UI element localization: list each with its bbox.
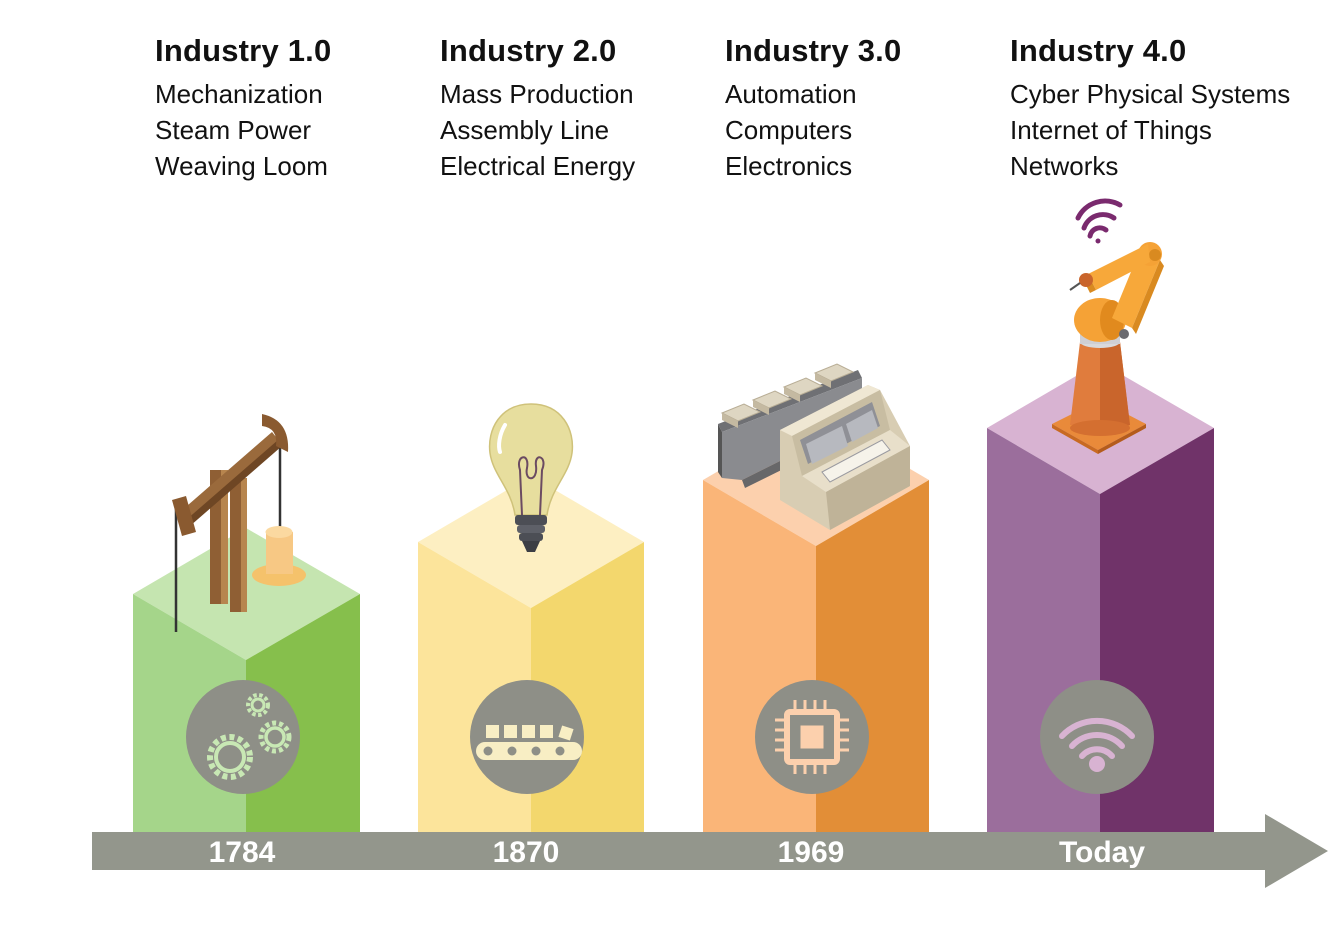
- year-label-3: 1969: [778, 836, 845, 869]
- chip-icon: [775, 700, 849, 774]
- wifi-icon: [1059, 717, 1135, 772]
- stage-title: Industry 3.0: [725, 33, 902, 68]
- badge-3: [755, 680, 869, 794]
- conveyor-belt-icon: [476, 725, 582, 760]
- stage-title: Industry 4.0: [1010, 33, 1187, 68]
- stage-line: Mechanization: [155, 79, 323, 109]
- stage-1-text: Industry 1.0 Mechanization Steam Power W…: [155, 30, 455, 184]
- stage-3-text: Industry 3.0 Automation Computers Electr…: [725, 30, 1025, 184]
- stage-line: Steam Power: [155, 115, 312, 145]
- wifi-signal-icon: [1075, 198, 1123, 244]
- stage-line: Weaving Loom: [155, 151, 328, 181]
- gears-icon: [207, 693, 292, 780]
- timeline-arrow-shape: [92, 814, 1328, 888]
- computer-console-icon: [718, 363, 910, 530]
- stage-line: Electronics: [725, 151, 853, 181]
- year-label-4: Today: [1059, 836, 1145, 869]
- badge-1: [186, 680, 300, 794]
- stage-line: Assembly Line: [440, 115, 610, 145]
- stage-line: Automation: [725, 79, 857, 109]
- badge-4: [1040, 680, 1154, 794]
- stage-title: Industry 1.0: [155, 33, 332, 68]
- stage-line: Mass Production: [440, 79, 634, 109]
- stage-line: Electrical Energy: [440, 151, 636, 181]
- stage-line: Networks: [1010, 151, 1119, 181]
- year-label-1: 1784: [209, 836, 276, 869]
- pump-jack-icon: [172, 414, 306, 632]
- timeline-arrow: 1784 1870 1969 Today: [92, 814, 1328, 888]
- stage-2-text: Industry 2.0 Mass Production Assembly Li…: [440, 30, 740, 184]
- year-label-2: 1870: [493, 836, 560, 869]
- stage-line: Internet of Things: [1010, 115, 1212, 145]
- badge-2: [470, 680, 584, 794]
- stage-title: Industry 2.0: [440, 33, 617, 68]
- robot-arm-icon: [1052, 242, 1164, 454]
- light-bulb-icon: [488, 403, 574, 552]
- stage-line: Cyber Physical Systems: [1010, 79, 1291, 109]
- stage-line: Computers: [725, 115, 853, 145]
- stage-4-text: Industry 4.0 Cyber Physical Systems Inte…: [1010, 30, 1310, 184]
